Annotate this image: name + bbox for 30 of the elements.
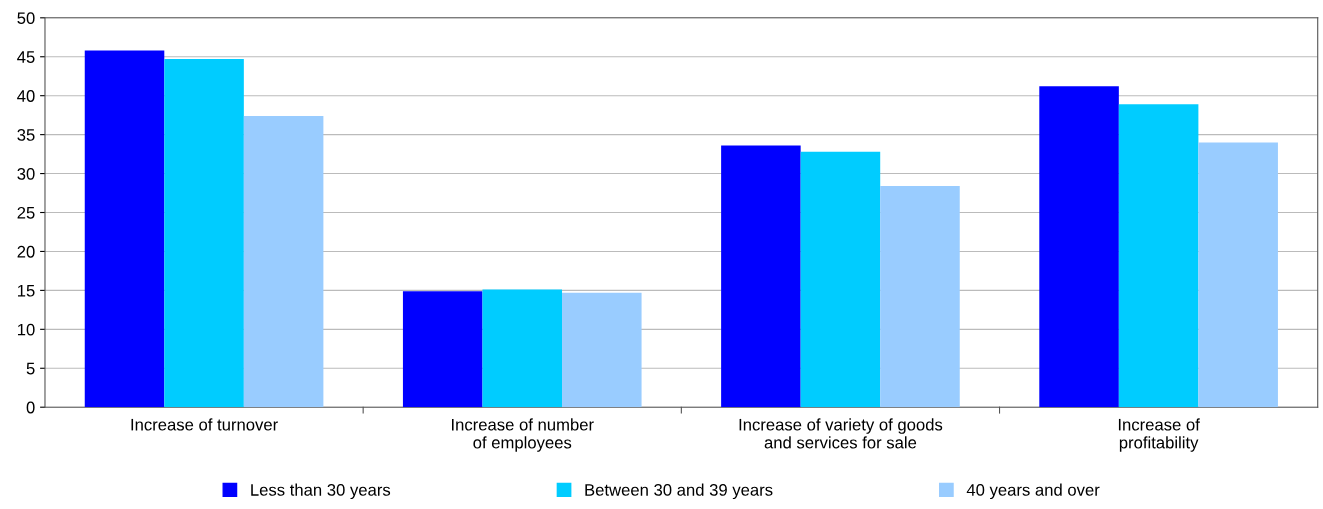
y-tick-label: 5 (26, 362, 35, 375)
bar (164, 59, 244, 408)
y-tick-label: 50 (17, 12, 35, 25)
y-tick-label: 40 (17, 90, 35, 102)
bar (721, 145, 801, 408)
legend-label: Between 30 and 39 years (585, 483, 773, 500)
bar (243, 115, 324, 408)
bar (402, 291, 483, 408)
legend-label: 40 years and over (966, 483, 1100, 500)
x-tick-label: Increase of variety of goods and services for sale (739, 418, 943, 449)
bar (880, 186, 960, 408)
y-tick-label: 25 (17, 206, 35, 219)
y-tick-label: 20 (17, 245, 35, 258)
y-tick-label: 30 (17, 167, 35, 180)
y-tick-label: 0 (26, 401, 35, 414)
bar (1198, 142, 1278, 408)
x-tick-label: Increase of profitability (1118, 418, 1200, 452)
x-tick-label: Increase of number of employees (452, 418, 594, 452)
bar (84, 50, 165, 408)
y-tick-label: 10 (17, 323, 35, 336)
y-tick-label: 35 (17, 129, 35, 141)
legend-label: Less than 30 years (251, 483, 391, 500)
bar (562, 292, 642, 408)
bar (1118, 104, 1199, 408)
y-tick-label: 15 (17, 284, 35, 297)
x-tick-label: Increase of turnover (131, 418, 278, 431)
bar (800, 151, 881, 408)
bar (482, 289, 563, 408)
bar (1039, 86, 1119, 408)
y-tick-label: 45 (17, 51, 35, 63)
